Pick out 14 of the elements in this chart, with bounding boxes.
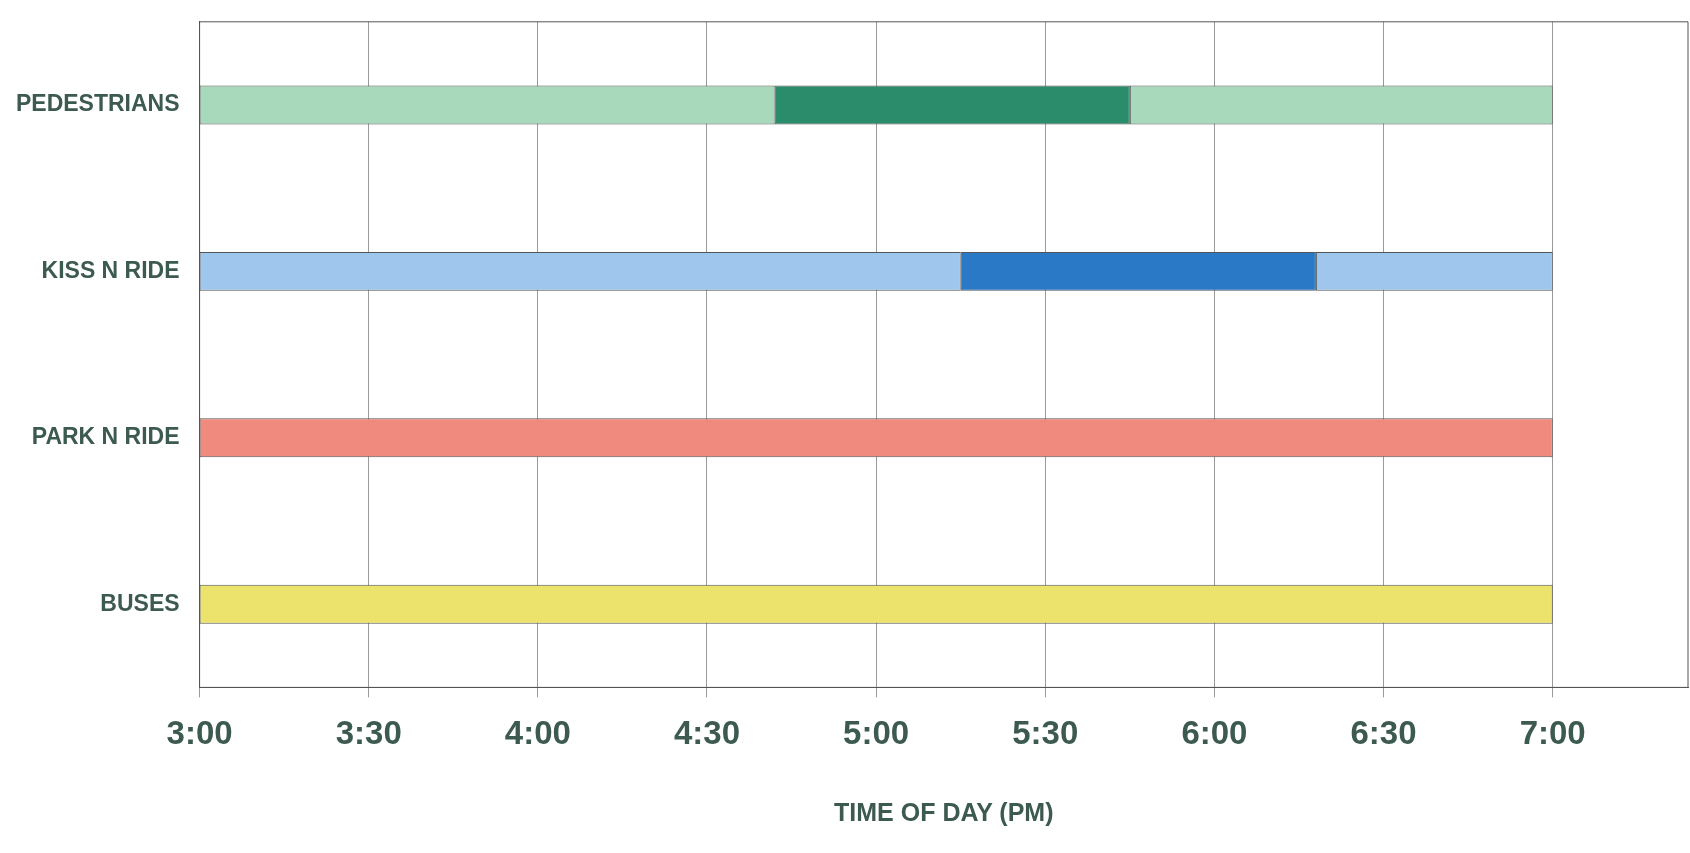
y-tick-label: PARK N RIDE: [31, 423, 180, 450]
x-tick-label: 3:30: [335, 714, 402, 752]
x-axis-title: TIME OF DAY (PM): [834, 797, 1054, 826]
x-tick-label: 6:30: [1350, 714, 1417, 752]
y-tick-label: KISS N RIDE: [41, 256, 180, 283]
x-tick-label: 7:00: [1519, 714, 1586, 752]
x-tick-label: 5:00: [843, 714, 910, 752]
x-tick-label: 4:30: [673, 714, 741, 752]
y-tick-label: BUSES: [100, 589, 180, 616]
x-tick-label: 3:00: [166, 714, 233, 752]
x-tick-label: 5:30: [1012, 714, 1079, 752]
y-tick-label: PEDESTRIANS: [15, 90, 180, 117]
x-tick-label: 6:00: [1181, 714, 1248, 752]
x-tick-label: 4:00: [504, 714, 571, 752]
